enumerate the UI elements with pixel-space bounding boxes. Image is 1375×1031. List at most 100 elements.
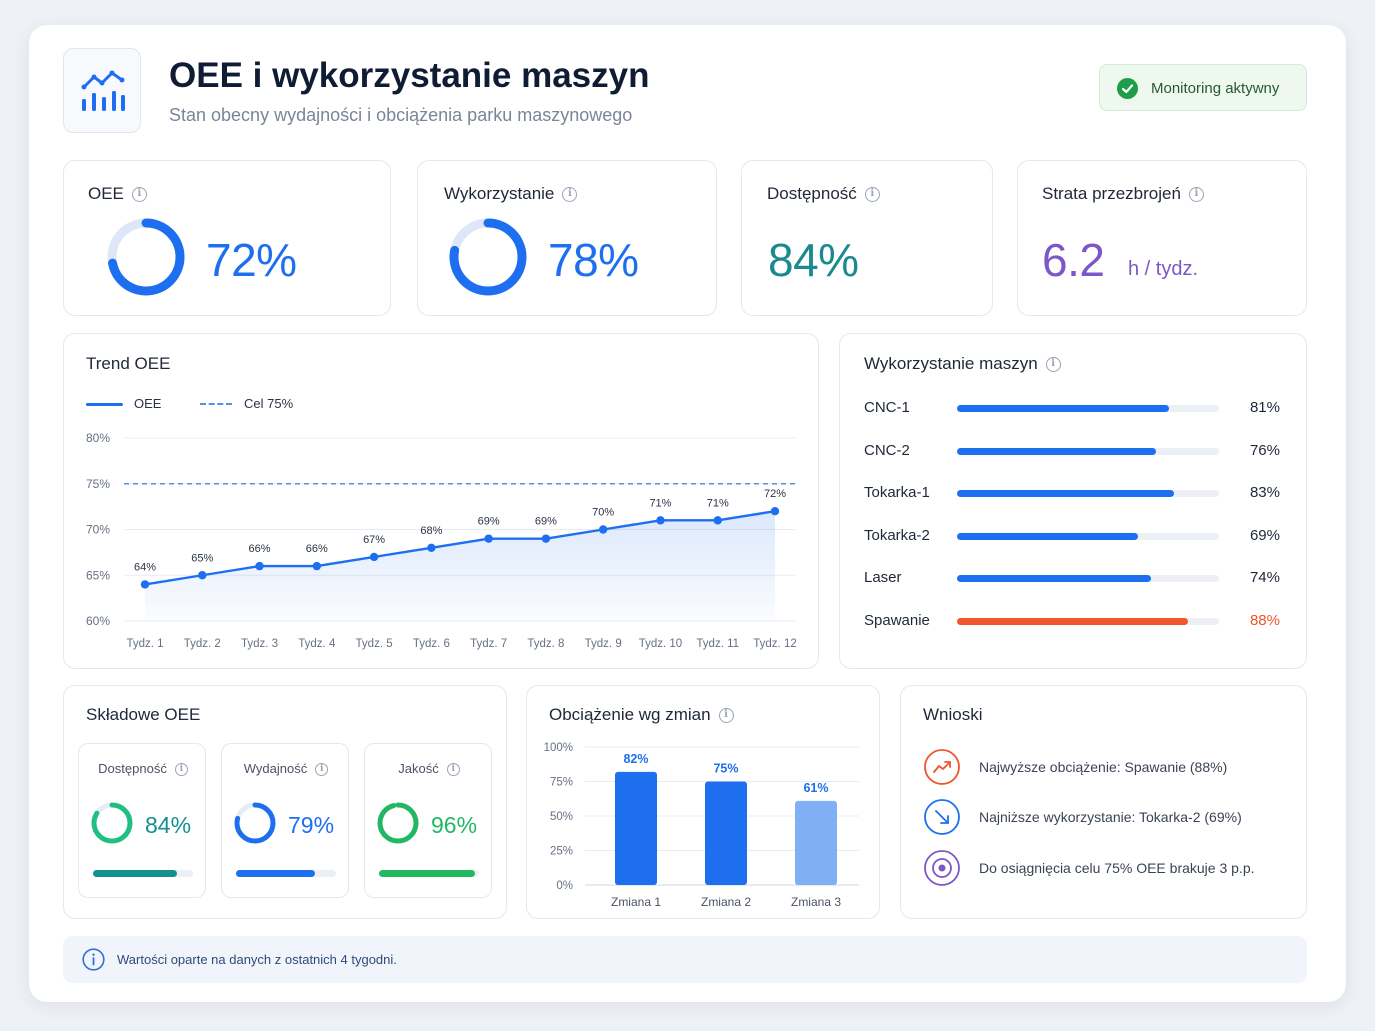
machine-value: 88%	[1249, 611, 1280, 629]
machines-title: Wykorzystanie maszyn	[864, 354, 1038, 373]
machine-row: CNC-2 76%	[840, 440, 1308, 466]
data-label: 66%	[249, 543, 271, 555]
machine-bar-fill	[957, 575, 1151, 582]
info-icon[interactable]: i	[864, 187, 880, 203]
machine-bar-fill	[957, 617, 1188, 625]
component-label: Dostępność	[98, 761, 167, 776]
info-circle-icon	[82, 948, 105, 971]
kpi-label: Wykorzystanie	[444, 184, 555, 203]
trend-chart: 60% 65% 70% 75% 80% 64% Tydz. 1 65% Tydz. 2 66% Ty…	[86, 431, 797, 650]
data-label: 67%	[363, 534, 385, 546]
y-tick-label: 80%	[86, 431, 110, 445]
info-icon[interactable]: i	[446, 763, 460, 777]
legend-line-dashed	[200, 403, 232, 405]
data-point	[541, 534, 551, 543]
kpi-label: OEE	[88, 184, 124, 203]
data-label: 69%	[535, 516, 557, 528]
y-tick-label: 75%	[550, 777, 573, 789]
insight-text: Do osiągnięcia celu 75% OEE brakuje 3 p.…	[979, 860, 1255, 876]
components-card: Składowe OEE Dostępność i 84% Wydajność i 79%…	[63, 685, 507, 919]
data-label: 72%	[764, 488, 786, 500]
components-title: Składowe OEE	[86, 705, 201, 724]
data-label: 61%	[803, 781, 828, 795]
y-tick-label: 0%	[556, 880, 573, 892]
shift-bar	[795, 800, 837, 885]
data-point	[484, 534, 493, 543]
insight-text: Najwyższe obciążenie: Spawanie (88%)	[979, 759, 1228, 775]
component-bar-fill	[93, 870, 177, 877]
machines-card: Wykorzystanie maszyn i CNC-1 81% CNC-2 76% To…	[839, 333, 1307, 669]
info-icon[interactable]: i	[131, 187, 147, 203]
data-label: 66%	[306, 543, 328, 555]
status-badge: Monitoring aktywny	[1099, 64, 1307, 111]
info-icon[interactable]: i	[1188, 187, 1204, 203]
kpi-value: 72%	[206, 234, 297, 286]
kpi-card-availability: Dostępność i 84%	[741, 160, 993, 316]
component-bar-track	[93, 870, 193, 877]
component-card: Jakość i 96%	[364, 743, 492, 898]
component-bar-fill	[379, 870, 475, 877]
machine-name: Spawanie	[864, 611, 930, 629]
component-bar-fill	[236, 870, 315, 877]
machine-row: Tokarka-1 83%	[840, 482, 1308, 508]
legend-label: OEE	[134, 396, 162, 411]
check-circle-icon	[1117, 78, 1138, 99]
data-label: 75%	[713, 762, 738, 776]
shift-bar	[615, 771, 657, 885]
x-tick-label: Tydz. 11	[696, 638, 739, 650]
info-icon[interactable]: i	[718, 708, 734, 724]
component-value: 79%	[288, 812, 335, 838]
component-value: 96%	[431, 812, 478, 838]
data-point	[369, 552, 379, 562]
kpi-value: 78%	[548, 234, 639, 286]
y-tick-label: 100%	[544, 742, 573, 754]
machine-row: Laser 74%	[840, 567, 1308, 593]
x-tick-label: Tydz. 3	[241, 638, 278, 650]
footer-note: Wartości oparte na danych z ostatnich 4 …	[63, 936, 1307, 983]
x-tick-label: Tydz. 12	[753, 638, 796, 650]
data-point	[140, 580, 150, 589]
x-tick-label: Tydz. 2	[184, 638, 221, 650]
y-tick-label: 70%	[86, 523, 110, 537]
machine-bar-track	[957, 405, 1219, 412]
trend-card: Trend OEE OEE Cel 75% 60% 65% 70% 75% 80% 64%…	[63, 333, 819, 669]
component-label-row: Jakość i	[365, 761, 493, 777]
kpi-value: 6.2	[1042, 234, 1105, 286]
kpi-card-oee: OEE i 72%	[63, 160, 391, 316]
dashboard-page: OEE i wykorzystanie maszyn Stan obecny w…	[29, 25, 1346, 1002]
logo-tile	[63, 48, 141, 133]
machine-bar-track	[957, 532, 1219, 540]
y-tick-label: 65%	[86, 568, 110, 582]
info-icon[interactable]: i	[315, 763, 329, 777]
data-label: 70%	[592, 507, 614, 519]
info-icon[interactable]: i	[1045, 357, 1061, 373]
chart-bars-icon	[81, 70, 125, 111]
data-point	[656, 516, 665, 525]
machine-bar-fill	[957, 447, 1157, 455]
kpi-unit: h / tydz.	[1128, 258, 1199, 280]
kpi-value: 84%	[768, 234, 859, 286]
machine-name: Laser	[864, 569, 902, 586]
kpi-label: Dostępność	[767, 184, 857, 203]
y-tick-label: 25%	[550, 846, 573, 858]
page-subtitle: Stan obecny wydajności i obciążenia park…	[169, 105, 633, 125]
data-label: 65%	[191, 552, 213, 564]
machine-bar-fill	[957, 405, 1170, 412]
ring-progress	[234, 802, 276, 844]
info-icon[interactable]: i	[174, 763, 188, 777]
machine-bar-track	[957, 447, 1219, 455]
insights-card: Wnioski Najwyższe obciążenie: Spawanie (…	[900, 685, 1307, 919]
y-tick-label: 75%	[86, 477, 110, 491]
x-tick-label: Zmiana 3	[791, 895, 841, 909]
component-bar-track	[379, 870, 479, 877]
component-ring	[377, 802, 419, 844]
component-card: Dostępność i 84%	[78, 743, 206, 898]
info-icon[interactable]: i	[562, 187, 578, 203]
status-label: Monitoring aktywny	[1151, 80, 1280, 97]
component-label: Jakość	[398, 761, 439, 776]
component-label-row: Dostępność i	[79, 761, 207, 777]
machine-row: CNC-1 81%	[840, 397, 1308, 423]
data-point	[255, 561, 264, 571]
x-tick-label: Tydz. 4	[298, 638, 336, 650]
machine-bar-track	[957, 490, 1219, 497]
